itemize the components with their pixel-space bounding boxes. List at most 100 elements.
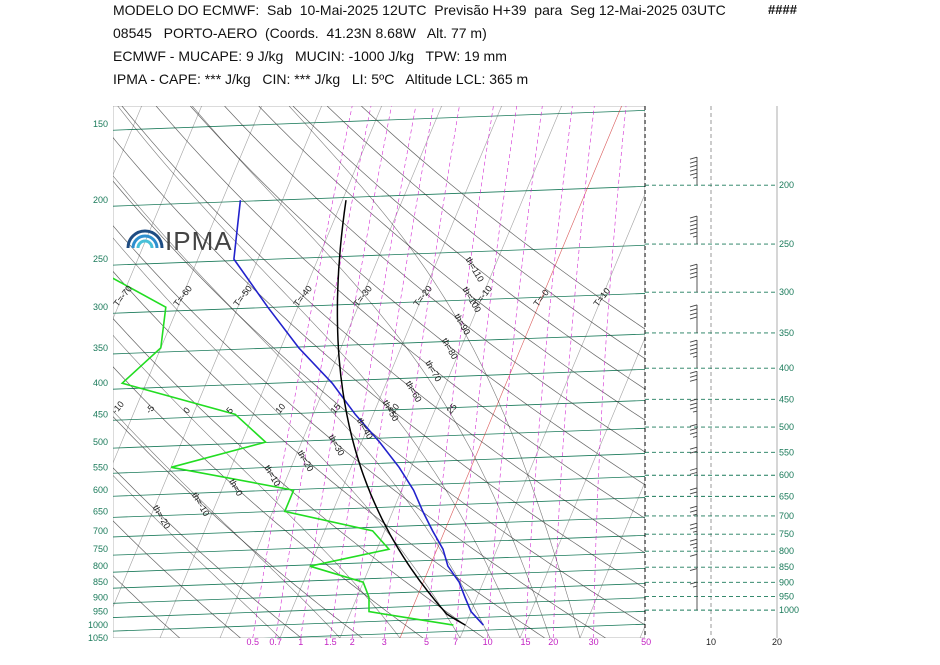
mixing-ratio-line [252, 106, 353, 638]
mixing-ratio-label: 5 [424, 637, 429, 647]
dry-adiabat [326, 106, 645, 360]
pressure-label-right: 850 [779, 562, 794, 572]
wind-barb-flag [689, 553, 698, 557]
aux-line [70, 0, 600, 638]
pressure-label-right: 400 [779, 363, 794, 373]
wind-barb-flag [689, 471, 698, 475]
wind-barb-half [692, 235, 698, 238]
logo-arc-inner [136, 239, 154, 249]
pressure-label-left: 750 [93, 544, 108, 554]
pressure-label-right: 1000 [779, 605, 799, 615]
aux-line [430, 0, 940, 638]
wind-barb-flag [689, 351, 698, 355]
mixing-ratio-label: 30 [589, 637, 599, 647]
wind-barb-half [692, 410, 698, 413]
isotherm-line [113, 106, 262, 464]
wind-barb-flag [689, 231, 698, 235]
dry-adiabat-label: th=-10 [190, 491, 212, 518]
wind-axis-label: 10 [706, 637, 716, 647]
wind-barb-flag [689, 509, 698, 513]
dry-adiabat [113, 366, 424, 638]
wind-barb-flag [689, 339, 698, 343]
pressure-label-left: 800 [93, 561, 108, 571]
wind-barb-flag [689, 374, 698, 378]
aux-line [250, 0, 780, 638]
pressure-label-left: 500 [93, 437, 108, 447]
wind-barb-flag [689, 370, 698, 374]
isotherm-label: T=-20 [411, 284, 434, 309]
wind-barb-flag [689, 450, 698, 454]
pressure-label-left: 400 [93, 378, 108, 388]
wind-axis-label: 20 [772, 637, 782, 647]
mixing-ratio-label: 20 [548, 637, 558, 647]
dry-adiabat [113, 137, 645, 589]
isobar-line [113, 497, 645, 518]
header-line-4: IPMA - CAPE: *** J/kg CIN: *** J/kg LI: … [113, 71, 529, 87]
wind-barb-flag [689, 271, 698, 275]
isobar-line [263, 623, 645, 638]
pressure-label-right: 450 [779, 394, 794, 404]
header-line-3: ECMWF - MUCAPE: 9 J/kg MUCIN: -1000 J/kg… [113, 48, 507, 64]
dry-adiabat [258, 106, 645, 421]
mixing-ratio-line [525, 106, 573, 638]
wind-barb-flag [689, 487, 698, 491]
wind-barb-flag [689, 275, 698, 279]
pressure-label-right: 500 [779, 422, 794, 432]
dry-adiabat-label: th=110 [464, 255, 486, 283]
wind-barb [689, 446, 698, 476]
wind-barb-half [692, 435, 698, 438]
mixing-ratio-label: 0.5 [246, 637, 259, 647]
wind-barb-flag [689, 423, 698, 427]
logo-text: IPMA [165, 226, 233, 256]
isotherm-label: T=-70 [111, 284, 134, 309]
dry-adiabat [113, 467, 302, 638]
dry-adiabat-label: th=60 [404, 379, 424, 404]
isobar-line [113, 400, 645, 421]
pressure-label-left: 550 [93, 462, 108, 472]
isobar-line [113, 567, 645, 589]
mixing-ratio-label: 1 [298, 637, 303, 647]
mixing-ratio-label: 10 [483, 637, 493, 647]
isotherm-label: T=-30 [351, 284, 374, 309]
isotherm-label: T=-50 [231, 284, 254, 309]
wind-barb [689, 370, 698, 400]
wind-barb-half [692, 176, 698, 179]
wind-barb-flag [689, 304, 698, 308]
wind-barb-flag [689, 467, 698, 471]
mixing-ratio-label: 0.7 [269, 637, 282, 647]
aux-line [0, 0, 120, 638]
mixing-ratio-line [552, 106, 595, 638]
moist-adiabat-label: 10 [273, 401, 287, 415]
wind-barb-flag [689, 227, 698, 231]
moist-adiabat [191, 106, 551, 638]
wind-barb-flag [689, 526, 698, 530]
wind-barb-flag [689, 427, 698, 431]
aux-line [490, 0, 940, 638]
pressure-label-right: 550 [779, 447, 794, 457]
logo-arc-outer [126, 229, 164, 249]
wind-barb-flag [689, 308, 698, 312]
isotherm-line [339, 106, 562, 638]
isobar-line [113, 368, 645, 390]
pressure-label-right: 700 [779, 511, 794, 521]
dewpoint-profile [113, 277, 454, 626]
isotherm-line [579, 481, 645, 638]
pressure-label-left: 200 [93, 195, 108, 205]
wind-barb-half [692, 585, 698, 588]
aux-line [310, 0, 840, 638]
aux-line [0, 0, 420, 638]
pressure-label-right: 800 [779, 546, 794, 556]
temperature-profile [233, 200, 484, 626]
wind-barb-flag [689, 160, 698, 164]
dry-adiabat-label: th=20 [296, 448, 316, 473]
wind-barb [689, 263, 698, 293]
pressure-label-left: 650 [93, 506, 108, 516]
pressure-label-left: 850 [93, 577, 108, 587]
dry-adiabat [113, 416, 363, 638]
wind-barb [689, 215, 698, 245]
wind-barb-flag [689, 172, 698, 176]
pressure-label-left: 600 [93, 485, 108, 495]
moist-adiabat-label: 0 [181, 405, 192, 415]
moist-adiabat [113, 475, 281, 638]
dry-adiabat [113, 270, 545, 638]
